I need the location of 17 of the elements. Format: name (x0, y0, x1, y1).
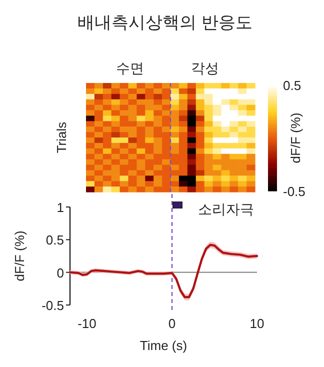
text: 수면 (116, 60, 144, 76)
color-bar-label: -0.5 (283, 184, 306, 199)
color-bar-title: dF/F (%) (288, 112, 303, 164)
text: 각성 (191, 60, 219, 76)
x-axis-title: Time (s) (140, 338, 188, 353)
y-axis-title: dF/F (%) (12, 230, 27, 282)
x-tick-label: -10 (78, 316, 96, 331)
y-tick-label: 0.5 (46, 232, 64, 248)
chart-title: 배내측시상핵의 반응도 (78, 13, 252, 32)
y-tick-label: 1 (56, 200, 64, 215)
annotation: 소리자극 (198, 201, 254, 217)
color-bar-label: 0.5 (283, 78, 302, 93)
y-tick-label: -0.5 (42, 298, 64, 313)
x-tick-label: 10 (250, 316, 264, 331)
x-tick-label: 0 (168, 316, 176, 331)
y-axis-title: Trials (54, 121, 69, 154)
y-tick-label: 0 (56, 265, 64, 280)
